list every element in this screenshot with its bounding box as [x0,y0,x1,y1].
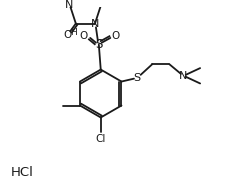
Text: O: O [79,31,88,41]
Text: S: S [133,73,140,83]
Text: H: H [70,28,76,37]
Text: N: N [65,0,73,10]
Text: HCl: HCl [11,166,34,179]
Text: O: O [111,31,119,41]
Text: N: N [179,71,187,81]
Text: N: N [91,19,99,29]
Text: Cl: Cl [96,134,106,144]
Text: O: O [63,30,72,40]
Text: S: S [95,38,102,51]
